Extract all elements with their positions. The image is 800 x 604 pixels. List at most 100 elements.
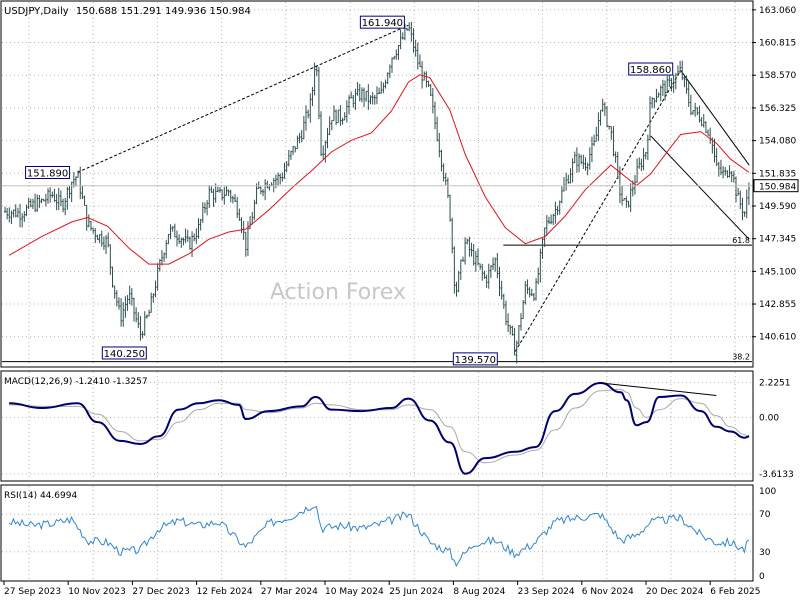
ohlc-bar <box>681 60 684 81</box>
ohlc-bar <box>728 165 731 178</box>
ohlc-bar <box>629 183 632 212</box>
trendlines <box>77 24 750 352</box>
chart-header: USDJPY,Daily 150.688 151.291 149.936 150… <box>4 6 251 17</box>
macd-axis: 2.2251 0.00 -3.6133 <box>759 379 794 480</box>
ohlc-bar <box>38 194 41 208</box>
ohlc-bar <box>386 72 389 85</box>
symbol-timeframe: USDJPY,Daily <box>4 6 69 17</box>
ohlc-bar <box>438 132 441 158</box>
ohlc-bar <box>500 280 503 300</box>
ohlc-bar <box>621 185 624 206</box>
macd-tick-label: -3.6133 <box>759 470 794 480</box>
price-tick-label: 140.610 <box>759 333 796 343</box>
ohlc-bar <box>612 126 615 157</box>
ohlc-bar <box>292 146 295 156</box>
ohlc-bar <box>453 246 456 294</box>
price-tick-label: 154.080 <box>759 137 796 147</box>
ohlc-bar <box>19 203 22 228</box>
ohlc-bar <box>466 238 469 245</box>
ohlc-bar <box>27 197 30 210</box>
price-tick-label: 145.100 <box>759 267 796 277</box>
ohlc-bar <box>277 172 280 186</box>
ohlc-bar <box>133 297 135 322</box>
price-annotation: 140.250 <box>101 346 147 360</box>
ohlc-bar <box>547 216 550 225</box>
ohlc-bar <box>625 196 628 208</box>
ohlc-bar <box>42 198 45 202</box>
moving-average-line <box>8 74 750 265</box>
ohlc-bar <box>399 29 402 50</box>
ohlc-bar <box>606 106 608 128</box>
ohlc-bar <box>436 116 439 142</box>
ohlc-bar <box>651 97 654 109</box>
ohlc-bar <box>717 161 720 177</box>
price-tick-label: 149.590 <box>759 202 796 212</box>
time-tick-label: 27 Dec 2023 <box>132 587 190 597</box>
ohlc-bar <box>395 49 398 60</box>
ohlc-bar <box>687 81 690 107</box>
ohlc-bar <box>326 127 329 149</box>
macd-tick-label: 2.2251 <box>759 379 791 389</box>
ohlc-bar <box>595 126 598 142</box>
ohlc-bar <box>343 112 346 121</box>
ohlc-bar <box>287 149 290 167</box>
ohlc-bar <box>369 95 372 105</box>
ohlc-bar <box>378 87 381 95</box>
ohlc-bar <box>34 193 37 213</box>
ohlc-bar <box>234 194 237 203</box>
ohlc-bar <box>236 196 239 218</box>
ohlc-bar <box>735 176 737 203</box>
ohlc-bar <box>380 81 383 94</box>
ohlc-bar <box>502 293 505 309</box>
ohlc-bar <box>173 223 176 238</box>
ohlc-bar <box>461 256 464 262</box>
ohlc-bar <box>685 75 688 94</box>
time-tick-label: 6 Feb 2025 <box>710 587 760 597</box>
ohlc-bar <box>335 109 338 126</box>
ohlc-bar <box>520 313 522 331</box>
ohlc-bar <box>418 54 421 68</box>
ohlc-bar <box>554 201 557 224</box>
ohlc-bar <box>743 211 746 217</box>
ohlc-bar <box>569 168 572 184</box>
ohlc-bar <box>573 151 576 164</box>
ohlc-bar <box>53 188 56 202</box>
ohlc-bar <box>315 66 318 77</box>
ohlc-bar <box>23 211 26 222</box>
ohlc-bar <box>412 28 415 53</box>
ohlc-bar <box>244 231 247 257</box>
ohlc-bar <box>113 285 116 299</box>
ohlc-bar <box>408 22 411 32</box>
ohlc-bar <box>259 186 262 195</box>
ohlc-bar <box>599 109 602 126</box>
time-tick-label: 10 Nov 2023 <box>68 587 126 597</box>
ohlc-bar <box>281 172 284 182</box>
ohlc-bar <box>410 21 413 42</box>
ohlc-bar <box>111 266 114 288</box>
ohlc-bar <box>713 138 716 163</box>
ohlc-bar <box>655 88 658 103</box>
ohlc-bar <box>700 117 703 127</box>
price-tick-label: 147.345 <box>759 235 796 245</box>
rsi-tick-label: 100 <box>759 487 776 497</box>
ohlc-bar <box>311 87 314 107</box>
ohlc-bar <box>666 75 669 94</box>
time-tick-label: 23 Sep 2024 <box>518 587 575 597</box>
ohlc-bar <box>266 180 269 189</box>
ohlc-bar <box>92 227 95 234</box>
ohlc-bar <box>556 205 559 216</box>
ohlc-bar <box>115 290 118 307</box>
current-price-tag: 150.984 <box>753 179 799 193</box>
ohlc-bar <box>238 208 241 221</box>
ohlc-bar <box>638 157 641 169</box>
ohlc-bar <box>421 61 424 89</box>
macd-tick-label: 0.00 <box>759 413 779 423</box>
ohlc-bar <box>601 98 604 112</box>
ohlc-bar <box>459 259 462 281</box>
ohlc-bar <box>337 109 340 124</box>
ohlc-bar <box>434 101 436 130</box>
grid-layer <box>2 2 752 580</box>
ohlc-bar <box>526 279 529 294</box>
ohlc-bar <box>457 270 460 293</box>
ohlc-bar <box>341 117 344 125</box>
